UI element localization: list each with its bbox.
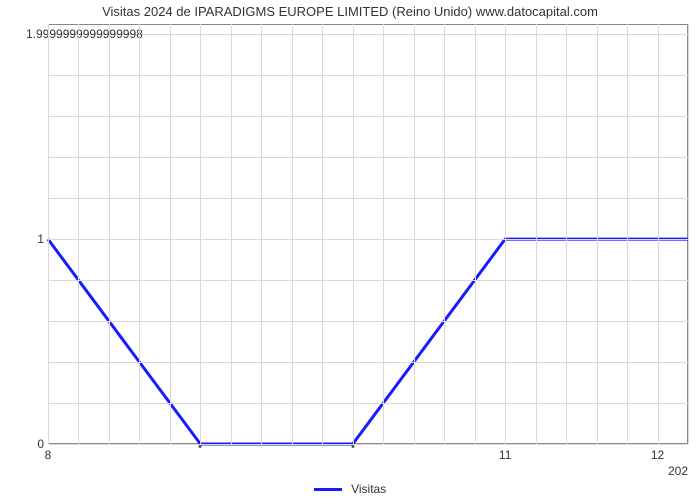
line-layer	[48, 24, 688, 444]
gridline-h-major	[48, 239, 688, 240]
x-minor-tick	[199, 445, 202, 448]
y-tick-label: 0	[26, 437, 44, 451]
gridline-v	[536, 24, 537, 444]
gridline-h-minor	[48, 362, 688, 363]
legend-swatch	[314, 488, 342, 491]
gridline-h-minor	[48, 403, 688, 404]
gridline-v	[505, 24, 506, 444]
series-line-visitas	[48, 239, 688, 444]
gridline-v	[292, 24, 293, 444]
gridline-h-minor	[48, 321, 688, 322]
y-tick-label: 1	[26, 232, 44, 246]
y-tick-label: 1.9999999999999998	[26, 27, 44, 41]
gridline-v	[170, 24, 171, 444]
gridline-v	[231, 24, 232, 444]
gridline-v	[597, 24, 598, 444]
gridline-v	[109, 24, 110, 444]
gridline-h-major	[48, 444, 688, 445]
gridline-v	[322, 24, 323, 444]
legend-label: Visitas	[351, 482, 386, 496]
x-axis-sublabel: 202	[668, 464, 688, 478]
gridline-v	[627, 24, 628, 444]
x-tick-label: 12	[651, 448, 664, 462]
chart-title: Visitas 2024 de IPARADIGMS EUROPE LIMITE…	[0, 4, 700, 19]
gridline-h-minor	[48, 116, 688, 117]
gridline-h-major	[48, 34, 688, 35]
gridline-v	[444, 24, 445, 444]
x-tick-label: 8	[45, 448, 52, 462]
gridline-v	[688, 24, 689, 444]
gridline-v	[414, 24, 415, 444]
gridline-v	[48, 24, 49, 444]
gridline-h-minor	[48, 198, 688, 199]
gridline-v	[475, 24, 476, 444]
gridline-v	[261, 24, 262, 444]
gridline-v	[566, 24, 567, 444]
x-tick-label: 11	[499, 448, 511, 462]
x-minor-tick	[351, 445, 354, 448]
gridline-v	[139, 24, 140, 444]
gridline-v	[353, 24, 354, 444]
gridline-h-minor	[48, 157, 688, 158]
legend: Visitas	[0, 481, 700, 496]
gridline-v	[383, 24, 384, 444]
chart-container: Visitas 2024 de IPARADIGMS EUROPE LIMITE…	[0, 0, 700, 500]
gridline-v	[78, 24, 79, 444]
plot-area: 011.999999999999999881112	[48, 24, 688, 444]
gridline-v	[200, 24, 201, 444]
gridline-h-minor	[48, 75, 688, 76]
gridline-v	[658, 24, 659, 444]
gridline-h-minor	[48, 280, 688, 281]
